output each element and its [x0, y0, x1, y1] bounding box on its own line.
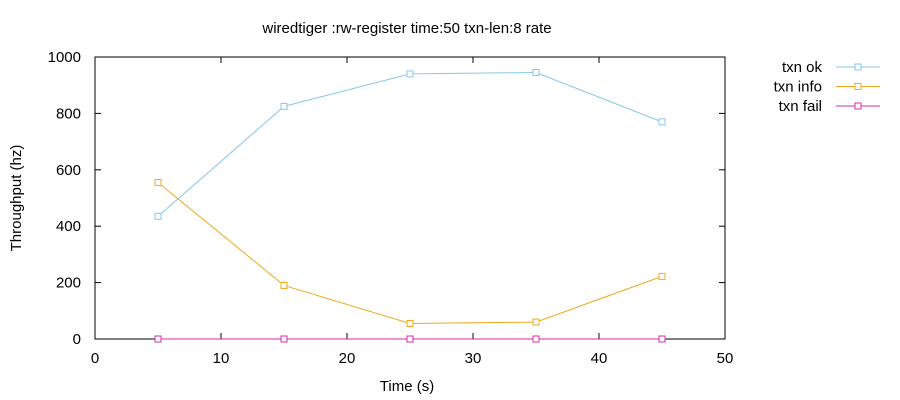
data-point-marker — [280, 281, 288, 289]
chart-title: wiredtiger :rw-register time:50 txn-len:… — [261, 20, 551, 37]
x-tick-label: 40 — [591, 350, 608, 367]
data-point-marker — [406, 70, 414, 78]
legend-marker — [854, 83, 862, 90]
data-point-marker — [658, 118, 666, 126]
legend-marker — [854, 63, 862, 71]
axis-ticks: 0 10 20 30 40 50 0 200 400 600 800 1000 — [48, 49, 734, 367]
y-tick-label: 1000 — [48, 49, 81, 66]
legend-label: txn fail — [779, 98, 822, 115]
y-tick-label: 600 — [56, 162, 81, 179]
data-point-marker — [154, 212, 162, 220]
data-point-marker — [154, 178, 162, 186]
x-axis-label: Time (s) — [380, 378, 434, 395]
legend-marker — [854, 102, 862, 110]
data-point-marker — [280, 335, 288, 343]
data-point-marker — [532, 335, 540, 343]
data-point-marker — [658, 272, 666, 280]
data-point-marker — [406, 319, 414, 327]
data-point-marker — [154, 335, 162, 343]
legend-label: txn info — [774, 79, 822, 96]
data-point-marker — [532, 69, 540, 77]
x-tick-label: 20 — [339, 350, 356, 367]
series-line-1 — [157, 182, 663, 324]
x-tick-label: 0 — [91, 350, 99, 367]
y-tick-label: 200 — [56, 275, 81, 292]
x-tick-label: 50 — [717, 350, 734, 367]
legend: txn ok txn info txn fail — [774, 59, 880, 115]
data-point-marker — [532, 318, 540, 326]
y-tick-label: 0 — [73, 331, 81, 348]
x-tick-label: 30 — [465, 350, 482, 367]
data-point-marker — [658, 335, 666, 343]
series-line-0 — [157, 72, 663, 217]
legend-label: txn ok — [782, 59, 823, 76]
series-layer — [154, 69, 666, 343]
y-axis-label: Throughput (hz) — [8, 145, 25, 252]
y-tick-label: 400 — [56, 218, 81, 235]
y-tick-label: 800 — [56, 105, 81, 122]
x-tick-label: 10 — [213, 350, 230, 367]
data-point-marker — [280, 102, 288, 110]
plot-frame — [94, 56, 726, 340]
data-point-marker — [406, 335, 414, 343]
